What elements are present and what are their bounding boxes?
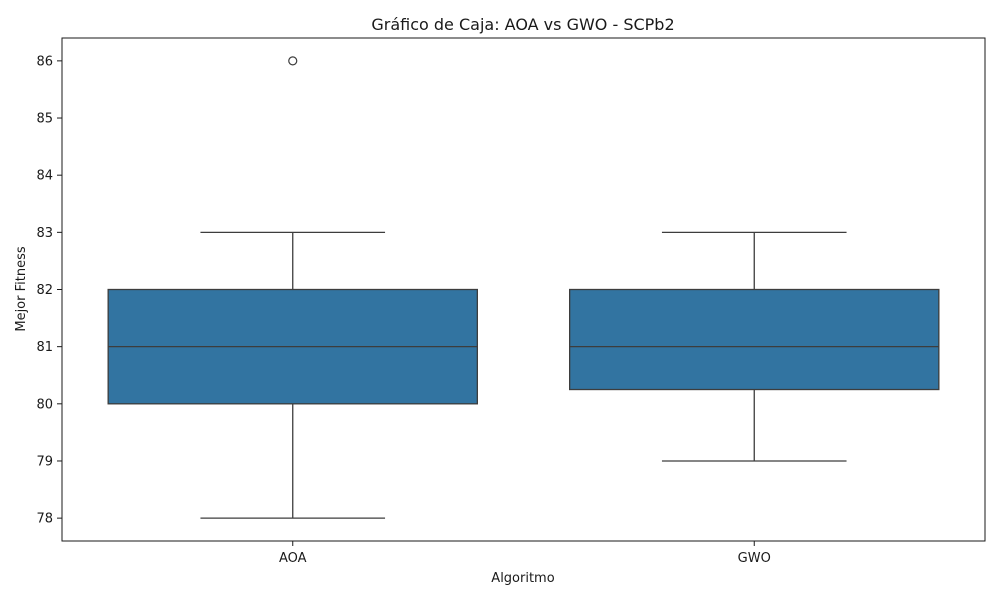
y-tick-label: 83 xyxy=(36,226,53,241)
plot-frame xyxy=(61,37,986,542)
x-tick-label: AOA xyxy=(279,551,307,566)
x-axis: AOA GWO xyxy=(279,541,771,566)
y-axis: 78 79 80 81 82 83 84 85 86 xyxy=(36,54,62,527)
y-tick-label: 79 xyxy=(36,454,53,469)
y-tick-label: 80 xyxy=(36,397,53,412)
x-tick-label: GWO xyxy=(738,551,771,566)
y-axis-label: Mejor Fitness xyxy=(14,246,29,332)
iqr-box xyxy=(569,288,940,391)
box-aoa xyxy=(107,56,479,519)
outlier-point xyxy=(288,56,298,66)
y-tick-label: 86 xyxy=(36,54,53,69)
box-gwo xyxy=(569,231,940,462)
y-tick-label: 82 xyxy=(36,283,53,298)
y-tick-label: 84 xyxy=(36,169,53,184)
y-tick-label: 85 xyxy=(36,112,53,127)
y-tick-label: 78 xyxy=(36,512,53,527)
chart-title: Gráfico de Caja: AOA vs GWO - SCPb2 xyxy=(371,15,674,34)
boxes-layer xyxy=(107,56,940,519)
y-tick-label: 81 xyxy=(36,340,53,355)
x-axis-label: Algoritmo xyxy=(491,571,554,586)
